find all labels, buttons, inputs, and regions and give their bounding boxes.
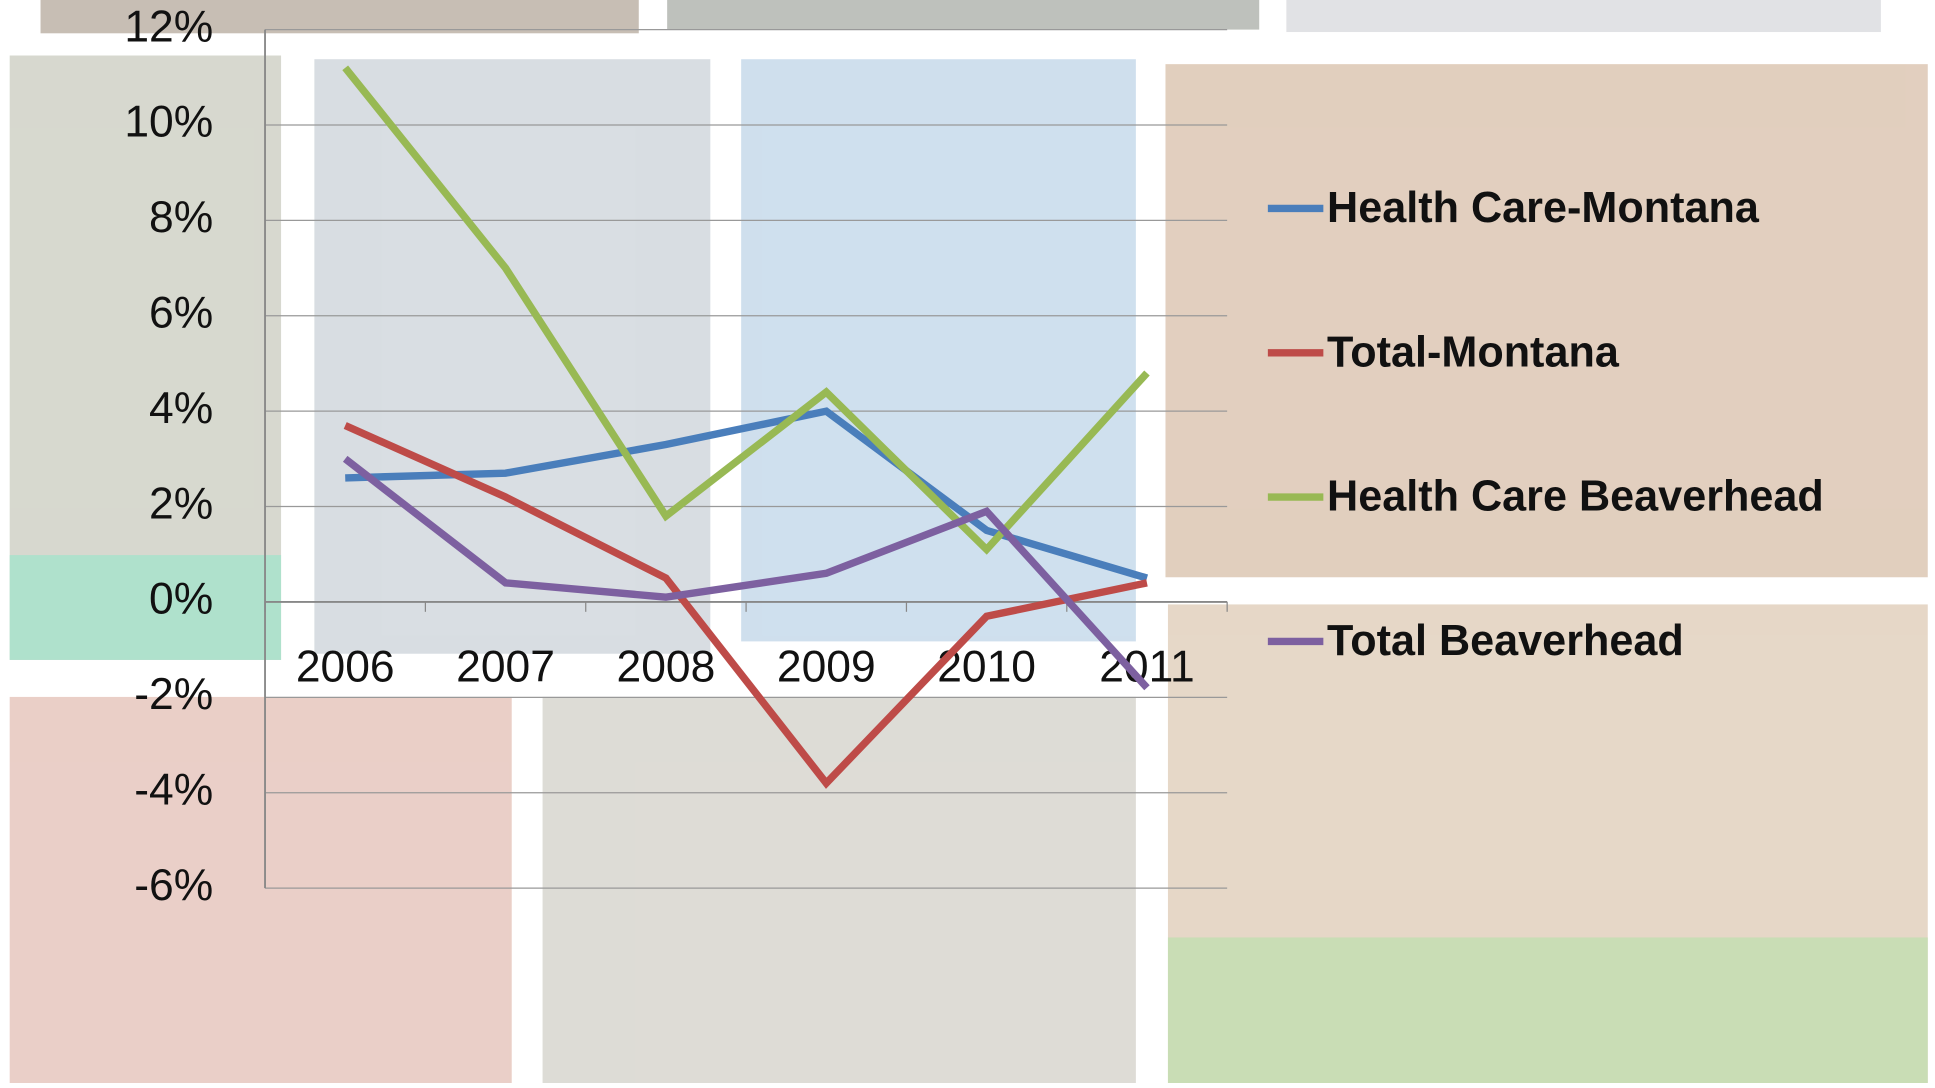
y-tick-label: -2% — [134, 670, 213, 719]
y-tick-label: -6% — [134, 861, 213, 910]
x-tick-label: 2006 — [296, 643, 395, 692]
y-tick-label: 0% — [149, 575, 213, 624]
legend-label-box: Health Care Beaverhead — [1327, 472, 1824, 521]
background-photos — [9, 0, 1928, 1083]
photo — [1286, 0, 1881, 33]
legend-label-box: Health Care-Montana — [1327, 183, 1759, 232]
legend-label-box: Total-Montana — [1327, 328, 1619, 377]
legend-item: Total-Montana — [1267, 328, 1619, 377]
x-tick-label: 2008 — [617, 643, 716, 692]
photo — [9, 696, 512, 1083]
series-line — [342, 65, 1150, 555]
photo — [667, 0, 1260, 30]
photo — [40, 0, 639, 34]
y-tick-label: 10% — [124, 98, 213, 147]
y-tick-label: 12% — [124, 2, 213, 51]
photo — [741, 59, 1136, 642]
legend-label: Health Care Beaverhead — [1327, 472, 1824, 521]
photo — [314, 59, 711, 654]
legend-item: Health Care-Montana — [1267, 183, 1759, 232]
photo — [9, 555, 282, 660]
photo — [542, 696, 1136, 1083]
legend-item: Total Beaverhead — [1267, 616, 1684, 665]
legend-label: Total Beaverhead — [1327, 616, 1684, 665]
photo — [1165, 64, 1928, 578]
y-tick-label: 4% — [149, 384, 213, 433]
legend-label: Health Care-Montana — [1327, 183, 1759, 232]
y-tick-label: 8% — [149, 193, 213, 242]
y-tick-label: 6% — [149, 289, 213, 338]
x-tick-label: 2009 — [777, 643, 876, 692]
legend-item: Health Care Beaverhead — [1267, 472, 1824, 521]
photo — [1167, 937, 1928, 1083]
y-tick-label: -4% — [134, 765, 213, 814]
legend-label-box: Total Beaverhead — [1327, 616, 1684, 665]
series-line — [343, 422, 1148, 789]
series-line — [342, 455, 1150, 691]
legend-label: Total-Montana — [1327, 328, 1619, 377]
y-tick-label: 2% — [149, 479, 213, 528]
x-tick-label: 2007 — [456, 643, 555, 692]
